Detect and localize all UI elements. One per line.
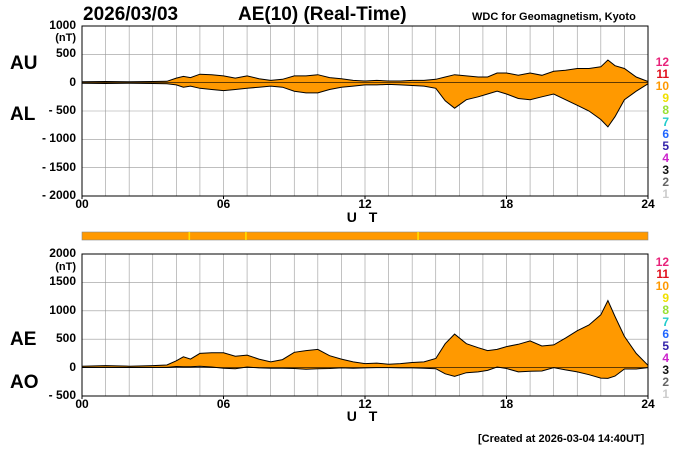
ae-side-label: AE xyxy=(10,329,37,350)
area-fill-au-al xyxy=(82,60,648,127)
station-legend-item: 7 xyxy=(662,315,669,329)
plot-title: AE(10) (Real-Time) xyxy=(238,4,407,25)
y-tick-label: 2000 xyxy=(49,246,76,260)
area-fill-ae-ao xyxy=(82,300,648,379)
y-tick-label: - 1500 xyxy=(41,159,76,174)
y-tick-label: 1000 xyxy=(49,18,76,32)
y-tick-label: 500 xyxy=(55,331,76,346)
y-tick-label: - 2000 xyxy=(41,188,76,202)
ao-side-label: AO xyxy=(10,372,39,393)
y-tick-label: 0 xyxy=(69,74,76,89)
y-tick-label: 0 xyxy=(69,359,76,374)
series-line-al xyxy=(81,82,649,128)
station-legend-item: 10 xyxy=(655,279,669,293)
station-legend-item: 4 xyxy=(662,351,669,365)
al-side-label: AL xyxy=(10,104,36,125)
y-tick-label: 500 xyxy=(55,46,76,61)
station-legend-item: 2 xyxy=(662,175,669,189)
station-legend-item: 10 xyxy=(655,79,669,93)
station-legend-item: 6 xyxy=(662,327,669,341)
station-legend-item: 3 xyxy=(662,363,669,377)
station-legend-item: 12 xyxy=(655,255,669,269)
y-tick-label: 1500 xyxy=(49,274,76,289)
created-timestamp: [Created at 2026-03-04 14:40UT] xyxy=(478,433,645,445)
station-legend-item: 7 xyxy=(662,115,669,129)
x-tick-label: 06 xyxy=(216,397,231,411)
organization-label: WDC for Geomagnetism, Kyoto xyxy=(472,11,636,23)
station-legend-item: 5 xyxy=(662,339,669,353)
station-legend-item: 1 xyxy=(662,387,669,401)
x-tick-label: 24 xyxy=(641,397,655,411)
station-legend-item: 8 xyxy=(662,303,669,317)
x-tick-label: 12 xyxy=(358,397,372,411)
station-legend-item: 9 xyxy=(662,91,669,105)
station-legend-item: 5 xyxy=(662,139,669,153)
x-tick-label: 00 xyxy=(75,197,89,211)
station-legend-item: 6 xyxy=(662,127,669,141)
station-legend-item: 8 xyxy=(662,103,669,117)
y-tick-label: - 500 xyxy=(48,388,76,402)
station-legend-item: 4 xyxy=(662,151,669,165)
x-tick-label: 18 xyxy=(499,197,514,211)
bottom-x-axis-label: U T xyxy=(346,408,382,424)
y-tick-label: 1000 xyxy=(49,302,76,317)
series-line-ae xyxy=(81,299,649,367)
station-legend-item: 11 xyxy=(656,267,669,281)
station-legend-item: 12 xyxy=(655,55,669,69)
bottom-unit-label: (nT) xyxy=(55,261,76,273)
x-tick-label: 06 xyxy=(216,197,231,211)
au-side-label: AU xyxy=(10,53,38,74)
station-legend-item: 11 xyxy=(656,67,669,81)
x-tick-label: 12 xyxy=(358,197,372,211)
x-tick-label: 18 xyxy=(499,397,514,411)
y-tick-label: - 500 xyxy=(48,103,76,117)
station-legend-item: 1 xyxy=(662,187,669,201)
plot-date: 2026/03/03 xyxy=(83,4,179,25)
top-unit-label: (nT) xyxy=(55,32,76,44)
x-tick-label: 00 xyxy=(75,397,89,411)
y-tick-label: - 1000 xyxy=(41,131,76,146)
x-tick-label: 24 xyxy=(641,197,655,211)
top-x-axis-label: U T xyxy=(346,209,382,225)
station-legend-item: 9 xyxy=(662,291,669,305)
station-legend-item: 3 xyxy=(662,163,669,177)
series-line-au xyxy=(81,59,649,83)
station-legend-item: 2 xyxy=(662,375,669,389)
data-availability-bar xyxy=(81,231,649,241)
